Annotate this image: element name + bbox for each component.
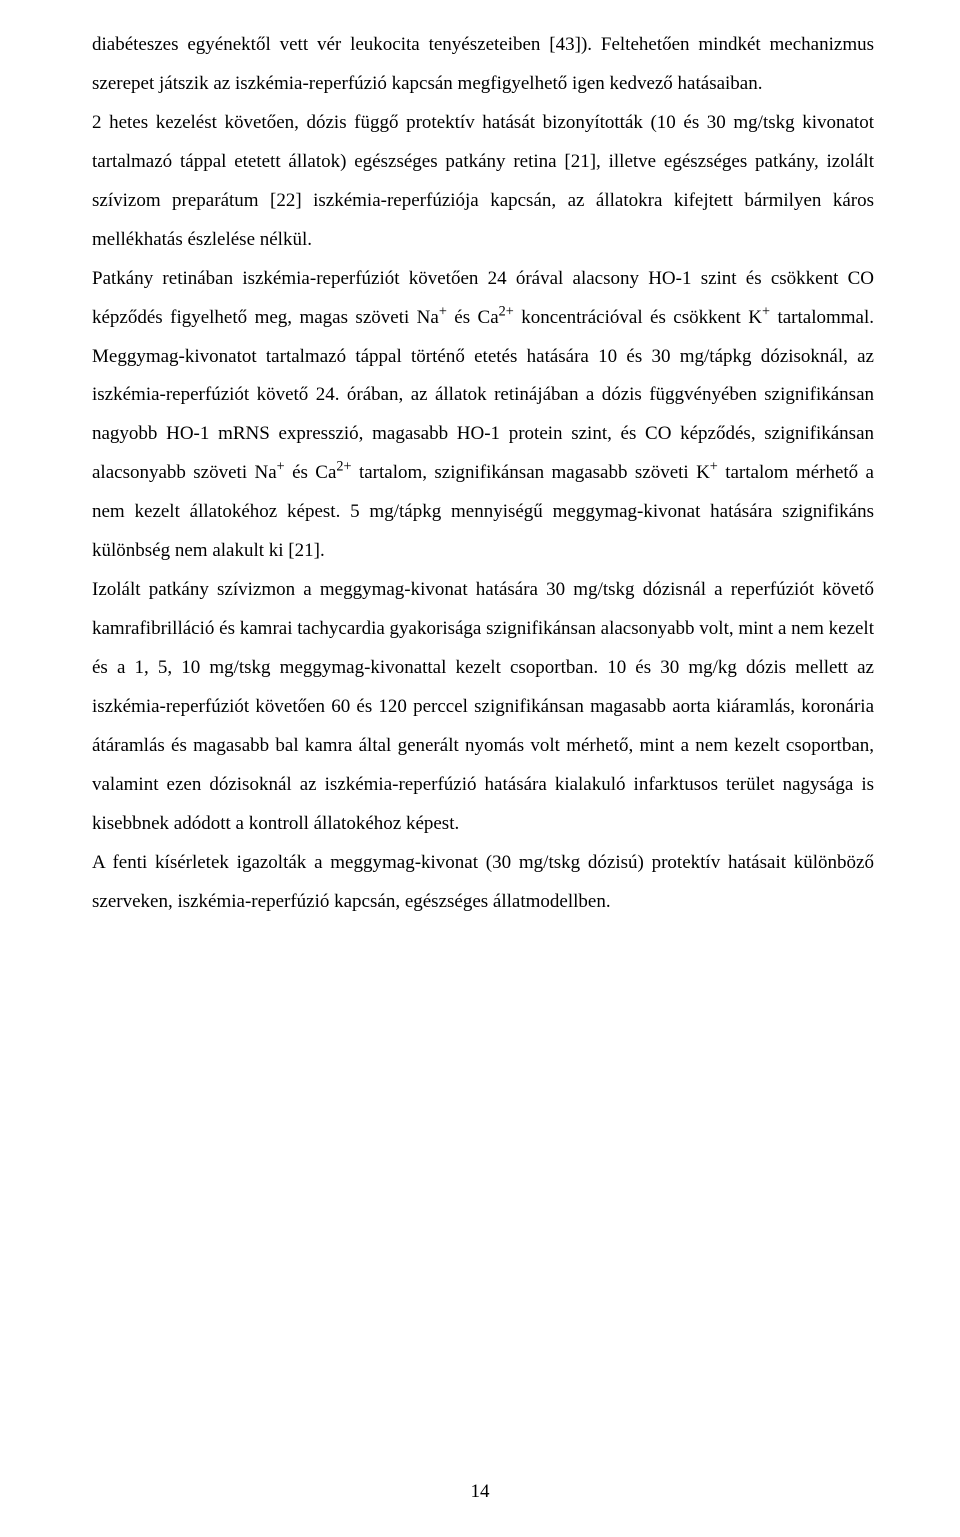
body-paragraph-2: 2 hetes kezelést követően, dózis függő p… xyxy=(92,104,874,260)
superscript-plus-3: + xyxy=(277,459,285,475)
superscript-2plus-1: 2+ xyxy=(499,303,514,319)
superscript-2plus-2: 2+ xyxy=(336,459,351,475)
p2b-run-3: koncentrációval és csökkent K xyxy=(514,307,762,328)
page-number: 14 xyxy=(0,1481,960,1503)
superscript-plus-1: + xyxy=(439,303,447,319)
body-paragraph-5: A fenti kísérletek igazolták a meggymag-… xyxy=(92,844,874,922)
document-page: diabéteszes egyénektől vett vér leukocit… xyxy=(0,0,960,1537)
body-paragraph-3: Patkány retinában iszkémia-reperfúziót k… xyxy=(92,260,874,572)
p2c-run-1: és Ca xyxy=(285,462,337,483)
superscript-plus-4: + xyxy=(710,459,718,475)
superscript-plus-2: + xyxy=(762,303,770,319)
p2b-run-2: és Ca xyxy=(447,307,499,328)
p2-run-a: 2 hetes kezelést követően, dózis függő p… xyxy=(92,112,879,250)
p2b-run-4: tartalommal. Meggymag-kivonatot tartalma… xyxy=(92,307,879,484)
body-paragraph-4: Izolált patkány szívizmon a meggymag-kiv… xyxy=(92,571,874,844)
body-paragraph-1: diabéteszes egyénektől vett vér leukocit… xyxy=(92,26,874,104)
p2c-run-2: tartalom, szignifikánsan magasabb szövet… xyxy=(352,462,710,483)
